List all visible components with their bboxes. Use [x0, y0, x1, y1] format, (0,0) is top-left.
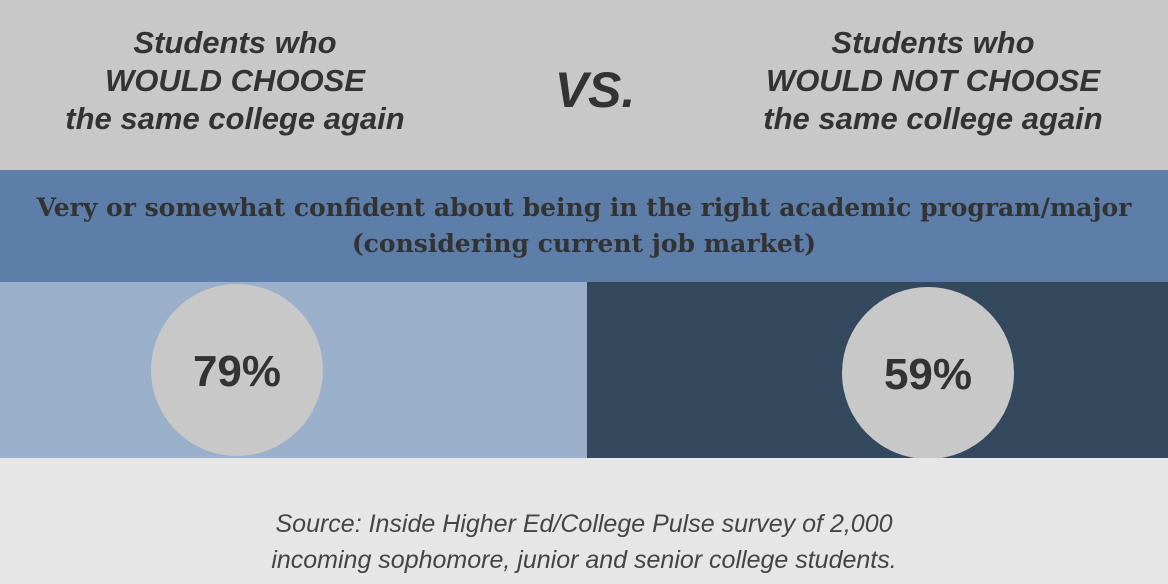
left-group-line-2: WOULD CHOOSE	[104, 63, 366, 98]
source-line-2: incoming sophomore, junior and senior co…	[271, 546, 897, 574]
right-group-line-2: WOULD NOT CHOOSE	[765, 63, 1101, 98]
question-band: Very or somewhat confident about being i…	[0, 170, 1168, 282]
source-note: Source: Inside Higher Ed/College Pulse s…	[0, 458, 1168, 584]
vs-label: VS.	[554, 62, 636, 118]
left-group-line-1: Students who	[133, 25, 337, 60]
left-group-line-3: the same college again	[65, 101, 405, 136]
right-group-line-1: Students who	[831, 25, 1035, 60]
right-group-line-3: the same college again	[763, 101, 1103, 136]
right-group-title: Students who WOULD NOT CHOOSE the same c…	[698, 24, 1168, 138]
comparison-header: Students who WOULD CHOOSE the same colle…	[0, 0, 1168, 170]
question-line-1: Very or somewhat confident about being i…	[36, 193, 1132, 222]
value-circle-1	[151, 284, 323, 456]
value-circle-2	[842, 287, 1014, 458]
percentage-chart-svg: 79% 59%	[0, 282, 1168, 458]
percentage-chart: 79% 59%	[0, 282, 1168, 458]
value-label-2: 59%	[884, 350, 972, 399]
value-label-1: 79%	[193, 347, 281, 396]
left-group-title: Students who WOULD CHOOSE the same colle…	[0, 24, 470, 138]
source-line-1: Source: Inside Higher Ed/College Pulse s…	[275, 510, 893, 538]
question-line-2: (considering current job market)	[351, 229, 817, 258]
